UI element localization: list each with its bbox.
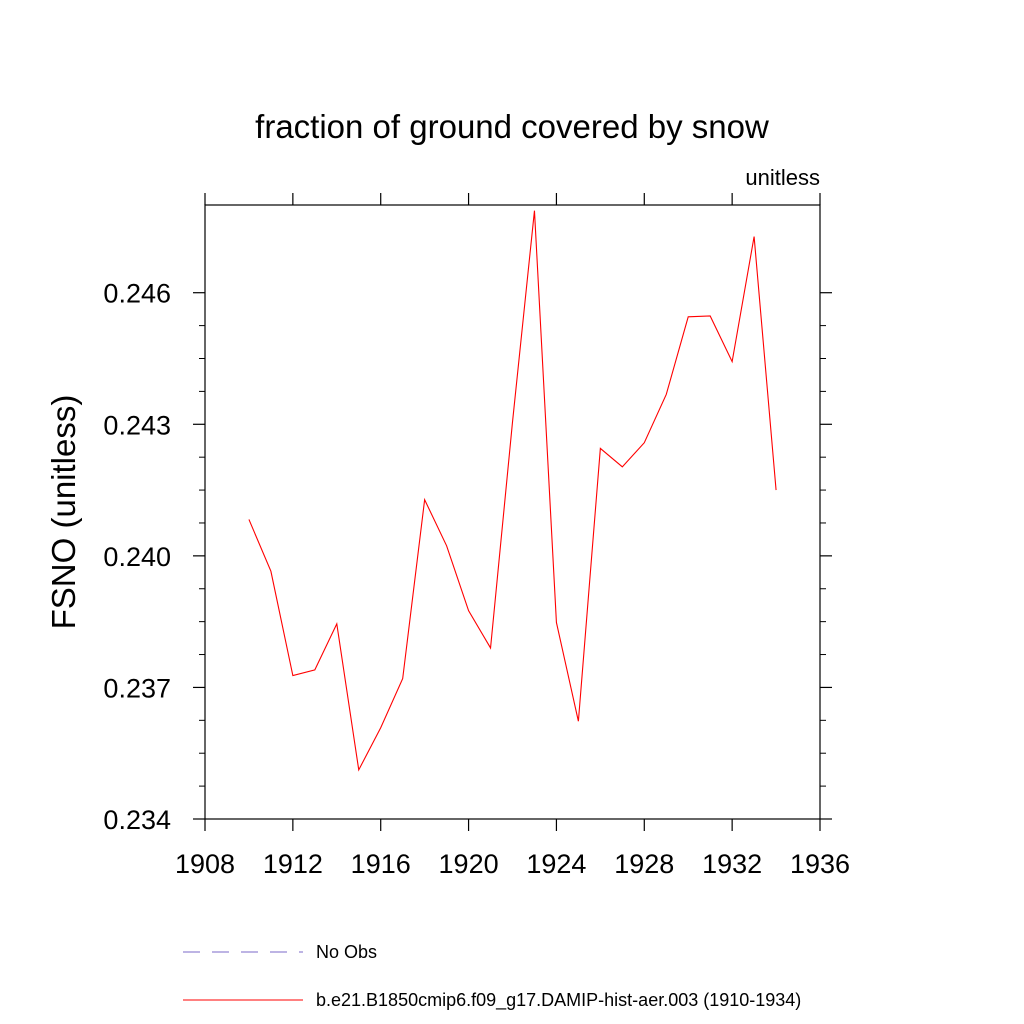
x-tick-label: 1936 — [790, 849, 850, 879]
series-layer — [248, 210, 777, 772]
legend-label: b.e21.B1850cmip6.f09_g17.DAMIP-hist-aer.… — [316, 990, 801, 1011]
units-label: unitless — [745, 165, 820, 190]
y-axis-label: FSNO (unitless) — [45, 395, 82, 630]
legend-label: No Obs — [316, 942, 377, 962]
axis-ticks — [193, 193, 832, 831]
x-tick-label: 1916 — [351, 849, 411, 879]
y-tick-label: 0.240 — [103, 542, 171, 572]
y-tick-label: 0.237 — [103, 673, 171, 703]
x-tick-label: 1928 — [614, 849, 674, 879]
x-tick-label: 1932 — [702, 849, 762, 879]
y-tick-label: 0.246 — [103, 279, 171, 309]
x-tick-label: 1924 — [526, 849, 586, 879]
plot-frame — [204, 204, 821, 820]
legend: No Obs b.e21.B1850cmip6.f09_g17.DAMIP-his… — [183, 942, 801, 1011]
series-line — [248, 210, 777, 772]
y-tick-label: 0.234 — [103, 805, 171, 835]
x-tick-label: 1912 — [263, 849, 323, 879]
chart-title: fraction of ground covered by snow — [255, 108, 769, 145]
x-tick-label: 1920 — [439, 849, 499, 879]
x-tick-label: 1908 — [175, 849, 235, 879]
tick-labels: 1908 1912 1916 1920 1924 1928 1932 1936 0.234 0.2… — [103, 279, 850, 879]
y-tick-label: 0.243 — [103, 410, 171, 440]
